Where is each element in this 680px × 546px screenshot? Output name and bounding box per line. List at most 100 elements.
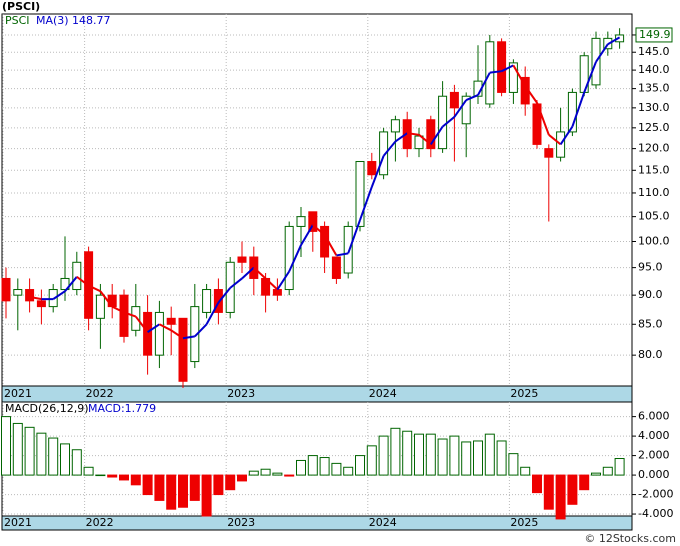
- legend-macd-value: MACD:1.779: [88, 402, 156, 415]
- y-tick-label: 95.0: [638, 261, 663, 274]
- macd-bar: [248, 470, 259, 476]
- macd-bar: [83, 466, 94, 476]
- macd-bar: [602, 466, 613, 476]
- ma-line: [52, 290, 66, 300]
- y-tick-label: 6.000: [638, 410, 670, 423]
- macd-bar: [142, 474, 153, 496]
- y-tick-label: 80.0: [638, 348, 663, 361]
- candle-body: [449, 91, 459, 109]
- candle-body: [331, 256, 341, 279]
- y-tick-label: 90.0: [638, 288, 663, 301]
- last-price-box: [635, 27, 673, 43]
- macd-bar: [24, 426, 35, 476]
- candle-body: [284, 225, 294, 291]
- macd-bar: [307, 455, 318, 476]
- candle-body: [237, 256, 247, 263]
- macd-bar: [71, 449, 82, 476]
- x-tick-label: 2021: [4, 516, 32, 529]
- y-tick-label: 100.0: [638, 234, 670, 247]
- macd-bar: [166, 474, 177, 510]
- ma-line: [571, 92, 586, 127]
- candle-body: [343, 225, 353, 274]
- ma-line: [559, 126, 574, 145]
- macd-bar: [402, 430, 413, 476]
- ma-line: [489, 70, 502, 74]
- macd-bar: [378, 435, 389, 476]
- candle-body: [272, 289, 282, 296]
- ma-line: [312, 224, 326, 236]
- candle-body: [426, 119, 436, 150]
- ma-line: [394, 132, 408, 143]
- y-tick-label: 85.0: [638, 317, 663, 330]
- ma-line: [158, 323, 172, 332]
- candle-body: [461, 95, 471, 125]
- ma-line: [288, 244, 302, 272]
- candle-body: [13, 289, 23, 296]
- y-tick-label: 110.0: [638, 186, 670, 199]
- y-tick-label: 135.0: [638, 82, 670, 95]
- candle-body: [379, 131, 389, 176]
- macd-bar: [296, 459, 306, 476]
- ma-line: [264, 277, 279, 291]
- macd-bar: [366, 445, 377, 476]
- candle-body: [190, 306, 200, 363]
- ma-line: [182, 335, 195, 340]
- ma-line: [99, 290, 113, 308]
- ma-line: [548, 134, 562, 146]
- y-tick-label: 130.0: [638, 101, 670, 114]
- macd-bar: [543, 474, 554, 510]
- macd-bar: [425, 433, 436, 476]
- macd-bar: [331, 462, 342, 476]
- macd-bar: [449, 435, 460, 476]
- y-tick-label: 0.000: [638, 468, 670, 481]
- macd-bar: [225, 474, 236, 491]
- ma-line: [135, 315, 149, 333]
- candle-body: [497, 41, 507, 93]
- x-tick-label: 2023: [227, 387, 255, 400]
- candle-body: [355, 161, 365, 227]
- source: © 12Stocks.com: [584, 532, 676, 545]
- macd-bar: [319, 457, 330, 476]
- ma-line: [170, 329, 184, 340]
- macd-bar: [237, 474, 247, 482]
- x-tick-label: 2022: [86, 387, 114, 400]
- candle-body: [154, 311, 164, 356]
- ma-line: [477, 72, 491, 96]
- ma-line: [300, 224, 314, 246]
- ma-line: [512, 64, 527, 87]
- candle-body: [72, 261, 82, 291]
- x-tick-label: 2022: [86, 516, 114, 529]
- macd-bar: [614, 458, 625, 476]
- candle-body: [36, 300, 46, 308]
- ma-line: [501, 64, 514, 73]
- legend-ticker: PSCI: [5, 14, 30, 27]
- ma-line: [382, 140, 397, 157]
- x-tick-label: 2024: [369, 516, 397, 529]
- ma-line: [64, 276, 78, 292]
- macd-bar: [12, 422, 23, 476]
- ma-line: [583, 61, 597, 93]
- macd-bar: [414, 433, 424, 476]
- candle-body: [308, 211, 318, 232]
- ma-line: [453, 99, 468, 118]
- ma-line: [76, 276, 90, 287]
- y-tick-label: 4.000: [638, 429, 670, 442]
- ma-line: [205, 302, 220, 325]
- ma-line: [347, 219, 361, 254]
- candle-body: [296, 216, 306, 227]
- ma-line: [217, 287, 231, 304]
- macd-bar: [272, 472, 283, 476]
- candle-body: [143, 311, 153, 356]
- macd-bar: [484, 433, 495, 476]
- macd-bar: [1, 416, 11, 476]
- ma-line: [359, 186, 373, 221]
- macd-bar: [60, 443, 70, 476]
- plot: 80.0 85.0 90.0 95.0 100.0 105.0 110.0 115.0 120.…: [1, 14, 673, 529]
- legend-macd: MACD(26,12,9): [5, 402, 89, 415]
- macd-bar: [154, 474, 165, 501]
- macd-bar: [591, 472, 601, 476]
- macd-bar: [213, 474, 224, 496]
- candle-body: [95, 294, 105, 319]
- x-tick-label: 2021: [4, 387, 32, 400]
